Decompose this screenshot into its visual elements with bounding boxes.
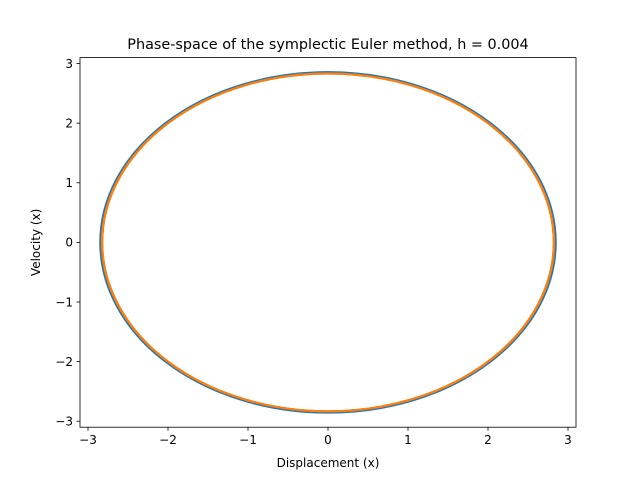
y-tick-label: 3 [65, 57, 73, 71]
plot-area [99, 71, 557, 414]
y-axis-label: Velocity (x) [29, 209, 43, 276]
x-tick-label: 1 [404, 433, 412, 447]
y-tick-label: −3 [55, 415, 73, 429]
x-tick-label: −1 [239, 433, 257, 447]
y-tick-label: 1 [65, 176, 73, 190]
x-tick-label: −2 [159, 433, 177, 447]
y-tick-label: 0 [65, 236, 73, 250]
series-1-trace [99, 71, 557, 414]
chart-title: Phase-space of the symplectic Euler meth… [127, 37, 528, 53]
x-tick-label: 3 [564, 433, 572, 447]
x-tick-label: 0 [324, 433, 332, 447]
series-2-trace [100, 72, 556, 413]
y-tick-label: 2 [65, 116, 73, 130]
x-axis-label: Displacement (x) [277, 456, 380, 470]
y-axis: −3 −2 −1 0 1 2 3 [55, 57, 80, 429]
x-tick-label: 2 [484, 433, 492, 447]
y-tick-label: −2 [55, 355, 73, 369]
x-tick-label: −3 [79, 433, 97, 447]
x-axis: −3 −2 −1 0 1 2 3 [79, 427, 572, 447]
y-tick-label: −1 [55, 295, 73, 309]
series-2-line [100, 72, 556, 413]
